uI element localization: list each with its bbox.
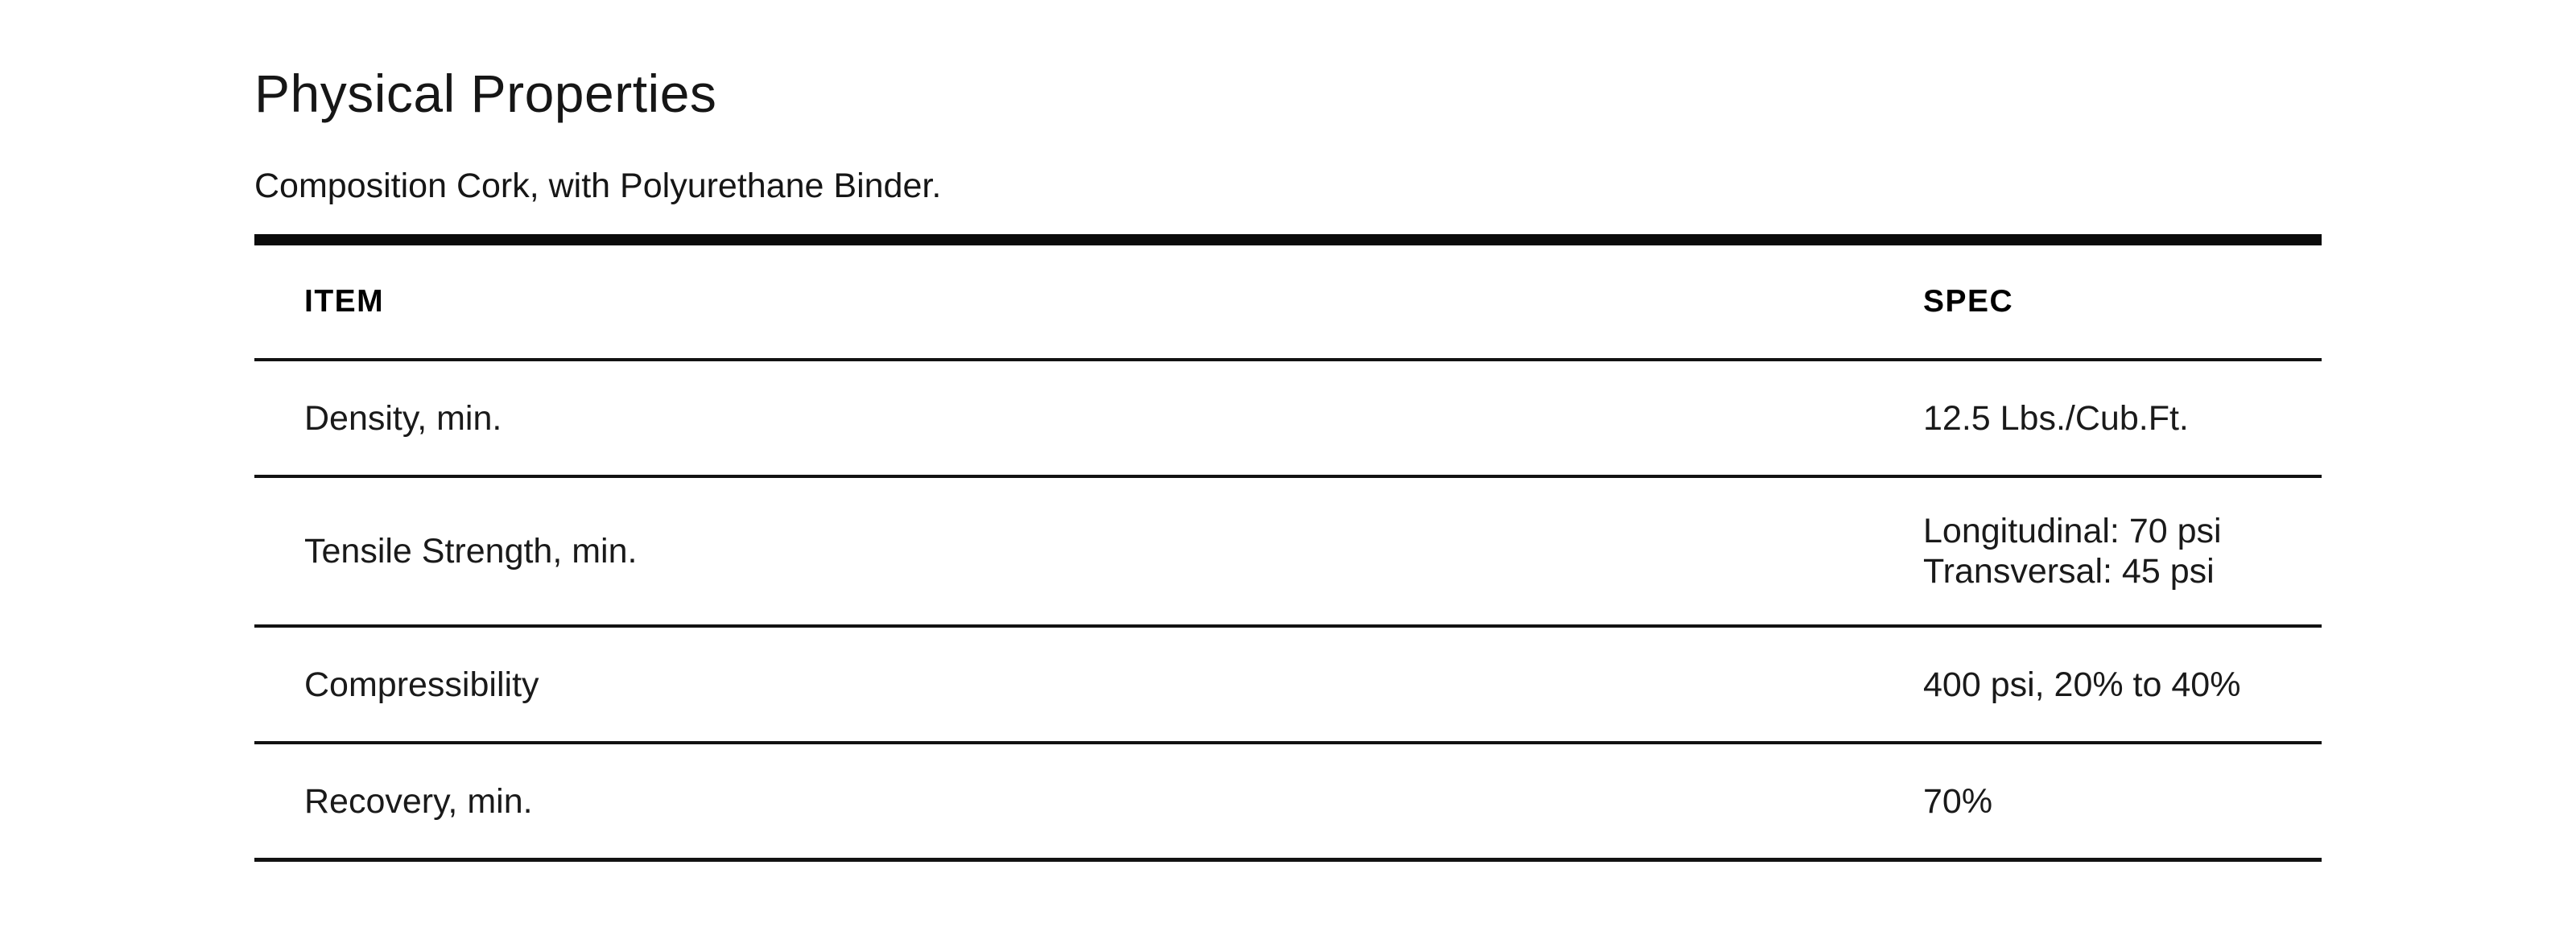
spec-cell: 400 psi, 20% to 40% bbox=[1923, 665, 2322, 705]
spec-cell: 70% bbox=[1923, 781, 2322, 822]
item-label: Recovery, min. bbox=[304, 781, 533, 821]
physical-properties-table: ITEM SPEC Density, min. 12.5 Lbs./Cub.Ft.… bbox=[254, 234, 2322, 863]
table-row: Recovery, min. 70% bbox=[254, 744, 2322, 863]
item-label: Density, min. bbox=[304, 398, 502, 438]
spec-line: Longitudinal: 70 psi bbox=[1923, 512, 2222, 551]
table-header-row: ITEM SPEC bbox=[254, 245, 2322, 362]
spec-line: 400 psi, 20% to 40% bbox=[1923, 665, 2241, 704]
spec-line: Transversal: 45 psi bbox=[1923, 552, 2215, 591]
item-cell: Compressibility bbox=[254, 665, 1923, 705]
item-cell: Density, min. bbox=[254, 398, 1923, 439]
spec-cell: Longitudinal: 70 psi Transversal: 45 psi bbox=[1923, 511, 2322, 591]
table-row: Compressibility 400 psi, 20% to 40% bbox=[254, 628, 2322, 745]
item-cell: Tensile Strength, min. bbox=[254, 531, 1923, 571]
column-header-item: ITEM bbox=[304, 284, 385, 319]
table-row: Tensile Strength, min. Longitudinal: 70 p… bbox=[254, 478, 2322, 628]
table-body: Density, min. 12.5 Lbs./Cub.Ft. Tensile St… bbox=[254, 361, 2322, 863]
column-header-spec: SPEC bbox=[1923, 284, 2014, 319]
page-subtitle: Composition Cork, with Polyurethane Bind… bbox=[254, 166, 942, 205]
item-label: Tensile Strength, min. bbox=[304, 532, 638, 571]
item-cell: Recovery, min. bbox=[254, 781, 1923, 822]
spec-line: 70% bbox=[1923, 781, 1993, 821]
spec-line: 12.5 Lbs./Cub.Ft. bbox=[1923, 398, 2189, 438]
spec-cell: 12.5 Lbs./Cub.Ft. bbox=[1923, 398, 2322, 439]
item-label: Compressibility bbox=[304, 665, 539, 704]
table-row: Density, min. 12.5 Lbs./Cub.Ft. bbox=[254, 361, 2322, 479]
page-title: Physical Properties bbox=[254, 64, 717, 123]
